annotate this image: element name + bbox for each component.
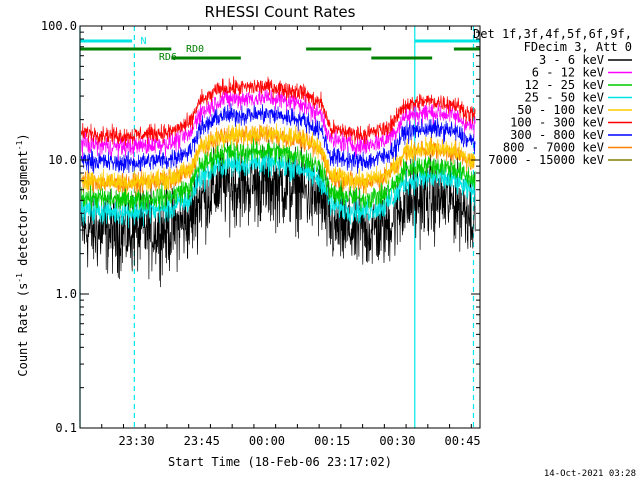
series-trace [81,123,476,195]
rd0-flag-label: RD0 [186,44,204,55]
rd6-flag-label: RD6 [159,52,177,63]
saa-flag-label: N [141,36,147,47]
y-label-part-2: detector segment [16,150,30,273]
legend-header-1: Det 1f,3f,4f,5f,6f,9f, [473,27,632,41]
series-trace [80,147,476,229]
legend: Det 1f,3f,4f,5f,6f,9f, FDecim 3, Att 0 3… [473,27,632,167]
y-tick-label: 100.0 [41,19,77,33]
series-trace [80,136,476,288]
legend-entry-label: 7000 - 15000 keV [488,153,604,167]
legend-entry-label: 100 - 300 keV [510,116,604,130]
y-label-part-1: Count Rate (s [16,283,30,377]
plot-frame [79,25,481,429]
y-tick-label: 0.1 [55,421,77,435]
chart-title: RHESSI Count Rates [205,3,356,21]
legend-entry-label: 6 - 12 keV [532,66,604,80]
x-tick-label: 00:00 [249,434,285,448]
legend-entry-label: 800 - 7000 keV [503,141,604,155]
legend-entry-label: 25 - 50 keV [525,91,604,105]
x-tick-label: 23:45 [184,434,220,448]
y-tick-label: 10.0 [48,153,77,167]
axes: 0.1 1.0 10.0 100.0 23:30 23:45 00:00 00:15 00:30… [41,19,481,448]
series-trace [80,76,476,146]
y-tick-label: 1.0 [55,287,77,301]
x-tick-label: 00:45 [445,434,481,448]
y-label-sup-1: -1 [15,273,24,283]
y-axis-label: Count Rate (s-1 detector segment-1) [15,133,30,376]
y-label-part-3: ) [16,133,30,140]
legend-entry-label: 3 - 6 keV [539,53,604,67]
y-label-sup-2: -1 [15,140,24,150]
plot-area: N RD0 RD6 [79,26,480,428]
series-trace [80,86,476,161]
legend-header-2: FDecim 3, Att 0 [524,40,632,54]
x-tick-label: 23:30 [118,434,154,448]
x-tick-label: 00:30 [379,434,415,448]
x-tick-label: 00:15 [314,434,350,448]
legend-entry-label: 300 - 800 keV [510,128,604,142]
x-axis-label: Start Time (18-Feb-06 23:17:02) [168,455,392,469]
legend-entry-label: 50 - 100 keV [517,103,604,117]
generation-timestamp: 14-Oct-2021 03:28 [544,469,636,479]
legend-entry-label: 12 - 25 keV [525,78,604,92]
